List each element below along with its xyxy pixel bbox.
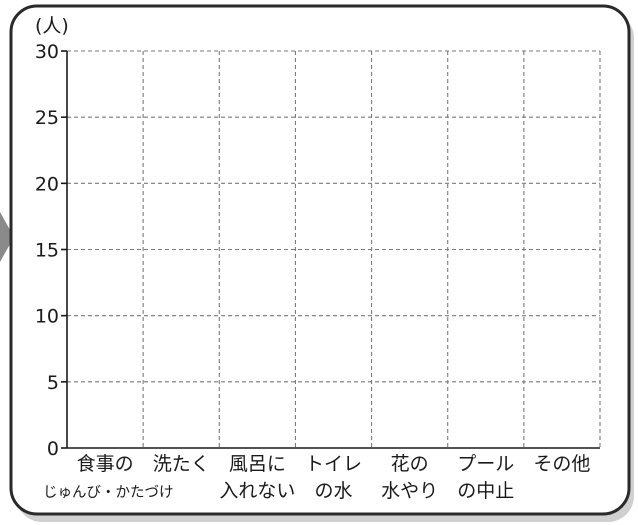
category-label: プール xyxy=(457,453,514,475)
y-tick-label: 25 xyxy=(35,107,59,129)
axes xyxy=(61,50,600,449)
y-tick-label: 30 xyxy=(35,41,59,63)
category-label: じゅんび・かたづけ xyxy=(43,484,174,501)
arrow-icon xyxy=(0,212,14,262)
category-label: 風呂に xyxy=(229,453,286,475)
y-tick-label: 10 xyxy=(35,306,59,328)
y-tick-label: 5 xyxy=(47,372,59,394)
y-tick-label: 0 xyxy=(47,438,59,460)
y-tick-labels: 0 5 10 15 20 25 30 xyxy=(35,41,59,460)
chart-frame xyxy=(9,4,631,516)
category-label: の中止 xyxy=(457,480,514,502)
y-tick-label: 20 xyxy=(35,173,59,195)
category-label: 食事の xyxy=(77,453,134,475)
category-label: の水 xyxy=(314,480,352,502)
category-label: 入れない xyxy=(219,480,295,502)
category-label: トイレ xyxy=(305,453,362,475)
grid xyxy=(67,50,601,448)
category-label: 洗たく xyxy=(153,453,210,475)
y-tick-label: 15 xyxy=(35,240,59,262)
category-label: 花の xyxy=(391,453,429,475)
category-label: 水やり xyxy=(381,480,438,502)
y-axis-label: (人) xyxy=(35,15,69,37)
category-label: その他 xyxy=(533,453,590,475)
